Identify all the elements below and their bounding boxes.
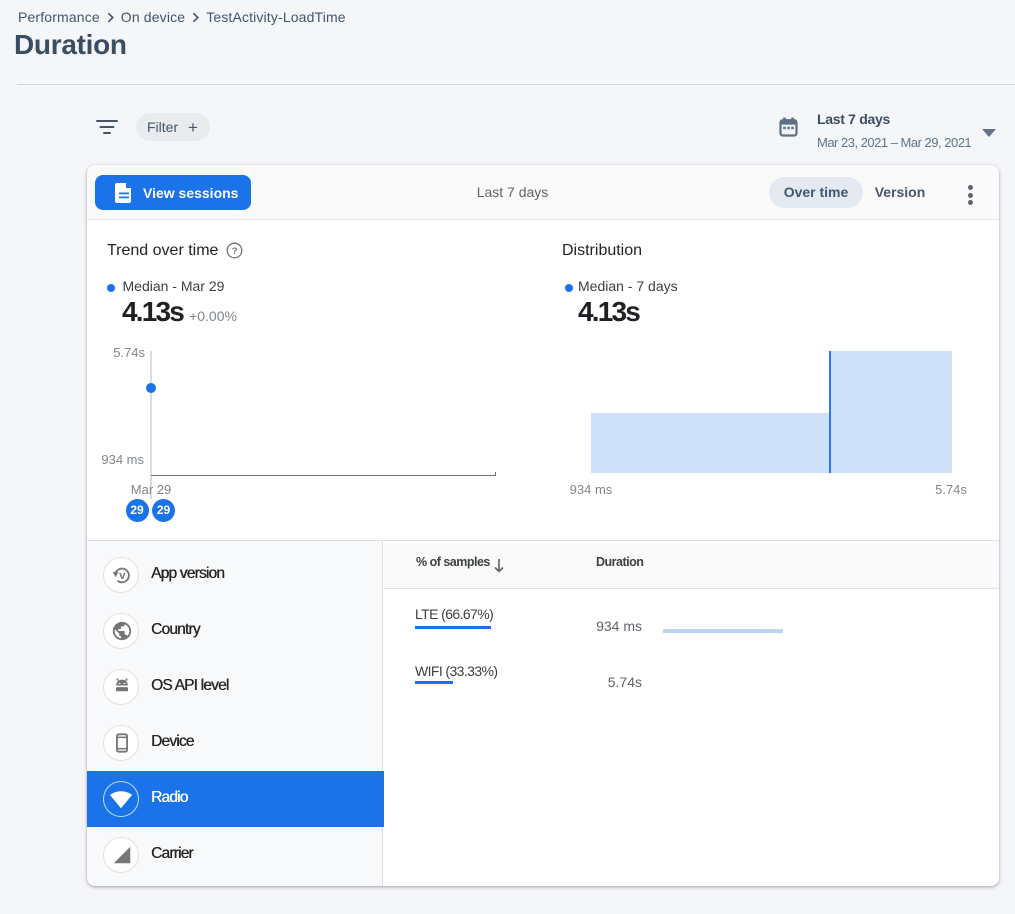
svg-text:v: v [119,570,126,582]
svg-text:?: ? [232,246,238,257]
